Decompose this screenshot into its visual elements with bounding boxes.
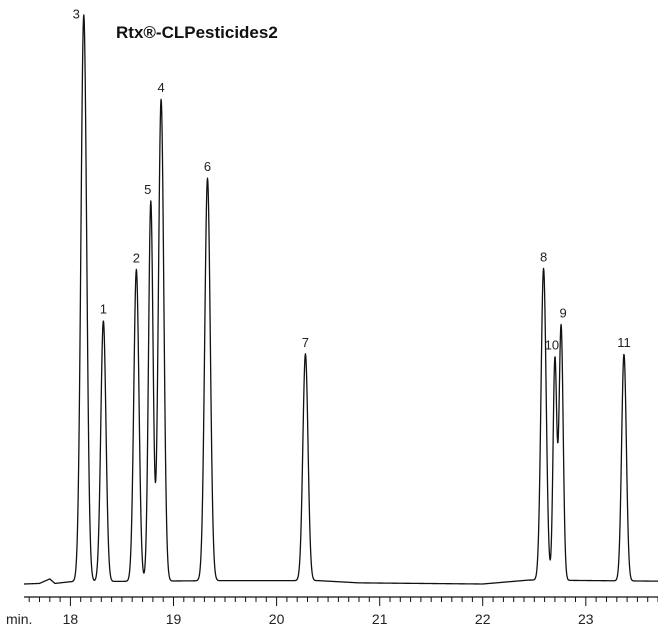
x-axis-ticks: 18 19 20 21 22 23 <box>28 597 658 627</box>
peak-label: 7 <box>302 335 309 350</box>
x-tick-label: 23 <box>578 611 594 627</box>
x-tick-label: 20 <box>269 611 285 627</box>
peak-label: 8 <box>540 249 547 264</box>
peak-label: 4 <box>157 80 164 95</box>
x-tick-label: 18 <box>63 611 79 627</box>
x-axis-unit-label: min. <box>6 611 32 627</box>
x-tick-label: 21 <box>372 611 388 627</box>
peak-label: 11 <box>617 335 631 350</box>
peak-labels: 1 2 3 4 5 6 7 8 9 10 11 <box>73 7 631 353</box>
peak-label: 6 <box>204 159 211 174</box>
chart-title: Rtx®-CLPesticides2 <box>116 23 278 42</box>
x-axis: 18 19 20 21 22 23 min. <box>6 596 658 627</box>
peak-label: 5 <box>144 182 151 197</box>
x-tick-label: 19 <box>166 611 182 627</box>
chromatogram-trace-group <box>23 14 658 585</box>
peak-label: 2 <box>133 250 140 265</box>
chromatogram-trace <box>23 14 658 585</box>
x-tick-label: 22 <box>475 611 491 627</box>
peak-label: 1 <box>100 302 107 317</box>
peak-label: 10 <box>545 337 559 352</box>
peak-label: 9 <box>559 305 566 320</box>
peak-label: 3 <box>73 7 80 22</box>
